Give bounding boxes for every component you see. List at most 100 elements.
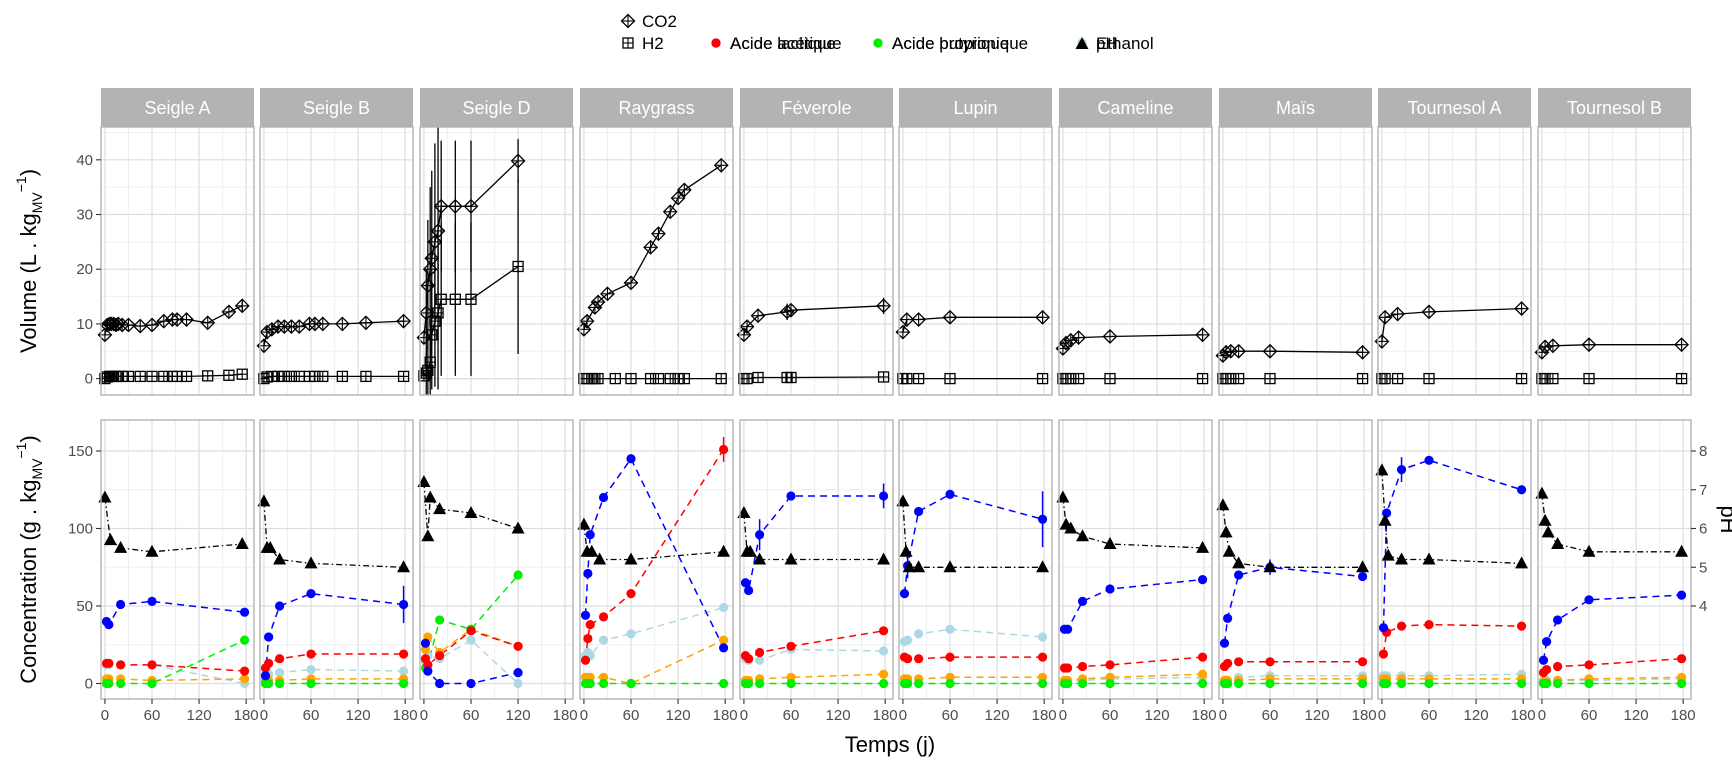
ph-point xyxy=(114,540,128,553)
lactique-point xyxy=(104,620,114,630)
ph-tick-label: 7 xyxy=(1699,482,1707,499)
ph-point xyxy=(145,544,159,557)
lactique-point xyxy=(1676,590,1687,600)
butyrique-point xyxy=(626,678,636,689)
ph-point xyxy=(1378,513,1392,526)
ethanol-point xyxy=(398,666,409,676)
propionique-point xyxy=(239,674,250,684)
facet-raygrass: Raygrass 0 60 120 180 xyxy=(576,88,738,724)
x-tick-label: 120 xyxy=(1624,707,1649,724)
acetique-point xyxy=(580,655,591,665)
acetique-point xyxy=(1037,652,1048,662)
y-axis-title-bottom-close: ) xyxy=(16,435,41,442)
concentration-series xyxy=(1056,490,1210,689)
acetique-point xyxy=(945,652,955,662)
ph-tick-label: 4 xyxy=(1699,598,1707,615)
concentration-series xyxy=(1375,455,1529,689)
x-tick-label: 180 xyxy=(1671,707,1696,724)
facet-féverole: Féverole 0 60 120 180 xyxy=(736,88,898,724)
x-tick-label: 0 xyxy=(580,707,588,724)
ph-point xyxy=(1422,552,1436,565)
lactique-line xyxy=(1542,594,1682,661)
y-tick-label-top: 0 xyxy=(85,371,93,388)
lactique-point xyxy=(1357,571,1368,582)
acetique-point xyxy=(1077,661,1088,672)
acetique-point xyxy=(786,641,796,651)
x-tick-label: 0 xyxy=(420,707,428,724)
panel-bg-top xyxy=(101,127,254,395)
y-tick-label-top: 20 xyxy=(76,261,93,278)
butyrique-point xyxy=(786,678,796,689)
lactique-point xyxy=(1584,595,1594,605)
ph-point xyxy=(943,560,957,573)
lactique-point xyxy=(914,506,924,517)
butyrique-point xyxy=(914,678,924,689)
gas-volume-series xyxy=(416,127,526,395)
x-tick-label: 60 xyxy=(1421,707,1438,724)
panel-border-bottom xyxy=(1218,419,1373,700)
acetique-point xyxy=(1542,664,1552,675)
gas-volume-series xyxy=(97,298,250,385)
ph-point xyxy=(1076,529,1090,542)
ph-point xyxy=(912,560,926,573)
y-tick-label-top: 40 xyxy=(76,152,93,169)
butyrique-point xyxy=(398,678,409,689)
facet-strip xyxy=(1538,88,1691,127)
panel-bg-top xyxy=(1538,127,1691,395)
lactique-point xyxy=(147,596,157,606)
lactique-point xyxy=(740,578,751,588)
acetique-point xyxy=(718,444,729,455)
lactique-point xyxy=(598,492,609,503)
butyrique-point xyxy=(1077,678,1088,689)
facet-lupin: Lupin 0 60 120 180 xyxy=(895,88,1057,724)
panel-border-top xyxy=(739,126,894,396)
acetique-point xyxy=(626,589,636,599)
butyrique-point xyxy=(104,678,114,689)
butyrique-point xyxy=(239,635,250,645)
lactique-point xyxy=(1197,575,1208,585)
ph-point xyxy=(717,544,731,557)
gas-volume-series xyxy=(256,313,412,385)
gas-volume-series xyxy=(1215,343,1371,385)
ethanol-point xyxy=(755,655,765,665)
panel-bg-bottom xyxy=(580,420,733,699)
butyrique-point xyxy=(1357,678,1368,689)
x-tick-label: 120 xyxy=(1464,707,1489,724)
panel-bg-top xyxy=(260,127,413,395)
butyrique-point xyxy=(1396,678,1407,689)
legend-key xyxy=(873,38,883,48)
panel-border-top xyxy=(259,126,414,396)
ethanol-point xyxy=(626,629,636,639)
butyrique-point xyxy=(1424,678,1434,689)
lactique-point xyxy=(435,678,445,689)
y-axis-title-bottom-main: Concentration (g . kg xyxy=(16,480,41,684)
concentration-series xyxy=(257,494,411,689)
panel-bg-top xyxy=(1378,127,1531,395)
lactique-point xyxy=(260,671,271,681)
legend-label: H2 xyxy=(642,34,664,53)
panel-border-top xyxy=(898,126,1053,396)
facet-label: Raygrass xyxy=(618,98,694,118)
lactique-point xyxy=(878,491,889,501)
lactique-point xyxy=(786,491,796,501)
ph-tick-label: 8 xyxy=(1699,443,1707,460)
facet-label: Maïs xyxy=(1276,98,1315,118)
acetique-point xyxy=(1516,621,1527,631)
ethanol-point xyxy=(513,678,523,689)
legend-label: Acide butyrique xyxy=(892,34,1009,53)
lactique-line xyxy=(584,457,725,649)
butyrique-point xyxy=(264,678,274,689)
lactique-point xyxy=(1516,485,1527,495)
acetique-point xyxy=(435,651,445,661)
y-tick-label-top: 30 xyxy=(76,207,93,224)
x-tick-label: 180 xyxy=(1032,707,1057,724)
lactique-point xyxy=(1553,615,1563,625)
ph-line xyxy=(263,501,404,568)
lactique-point xyxy=(466,678,476,689)
concentration-series xyxy=(1216,498,1370,689)
x-tick-label: 120 xyxy=(985,707,1010,724)
ph-point xyxy=(103,533,117,546)
acetique-point xyxy=(1676,654,1687,664)
legend-label: pH xyxy=(1096,34,1118,53)
